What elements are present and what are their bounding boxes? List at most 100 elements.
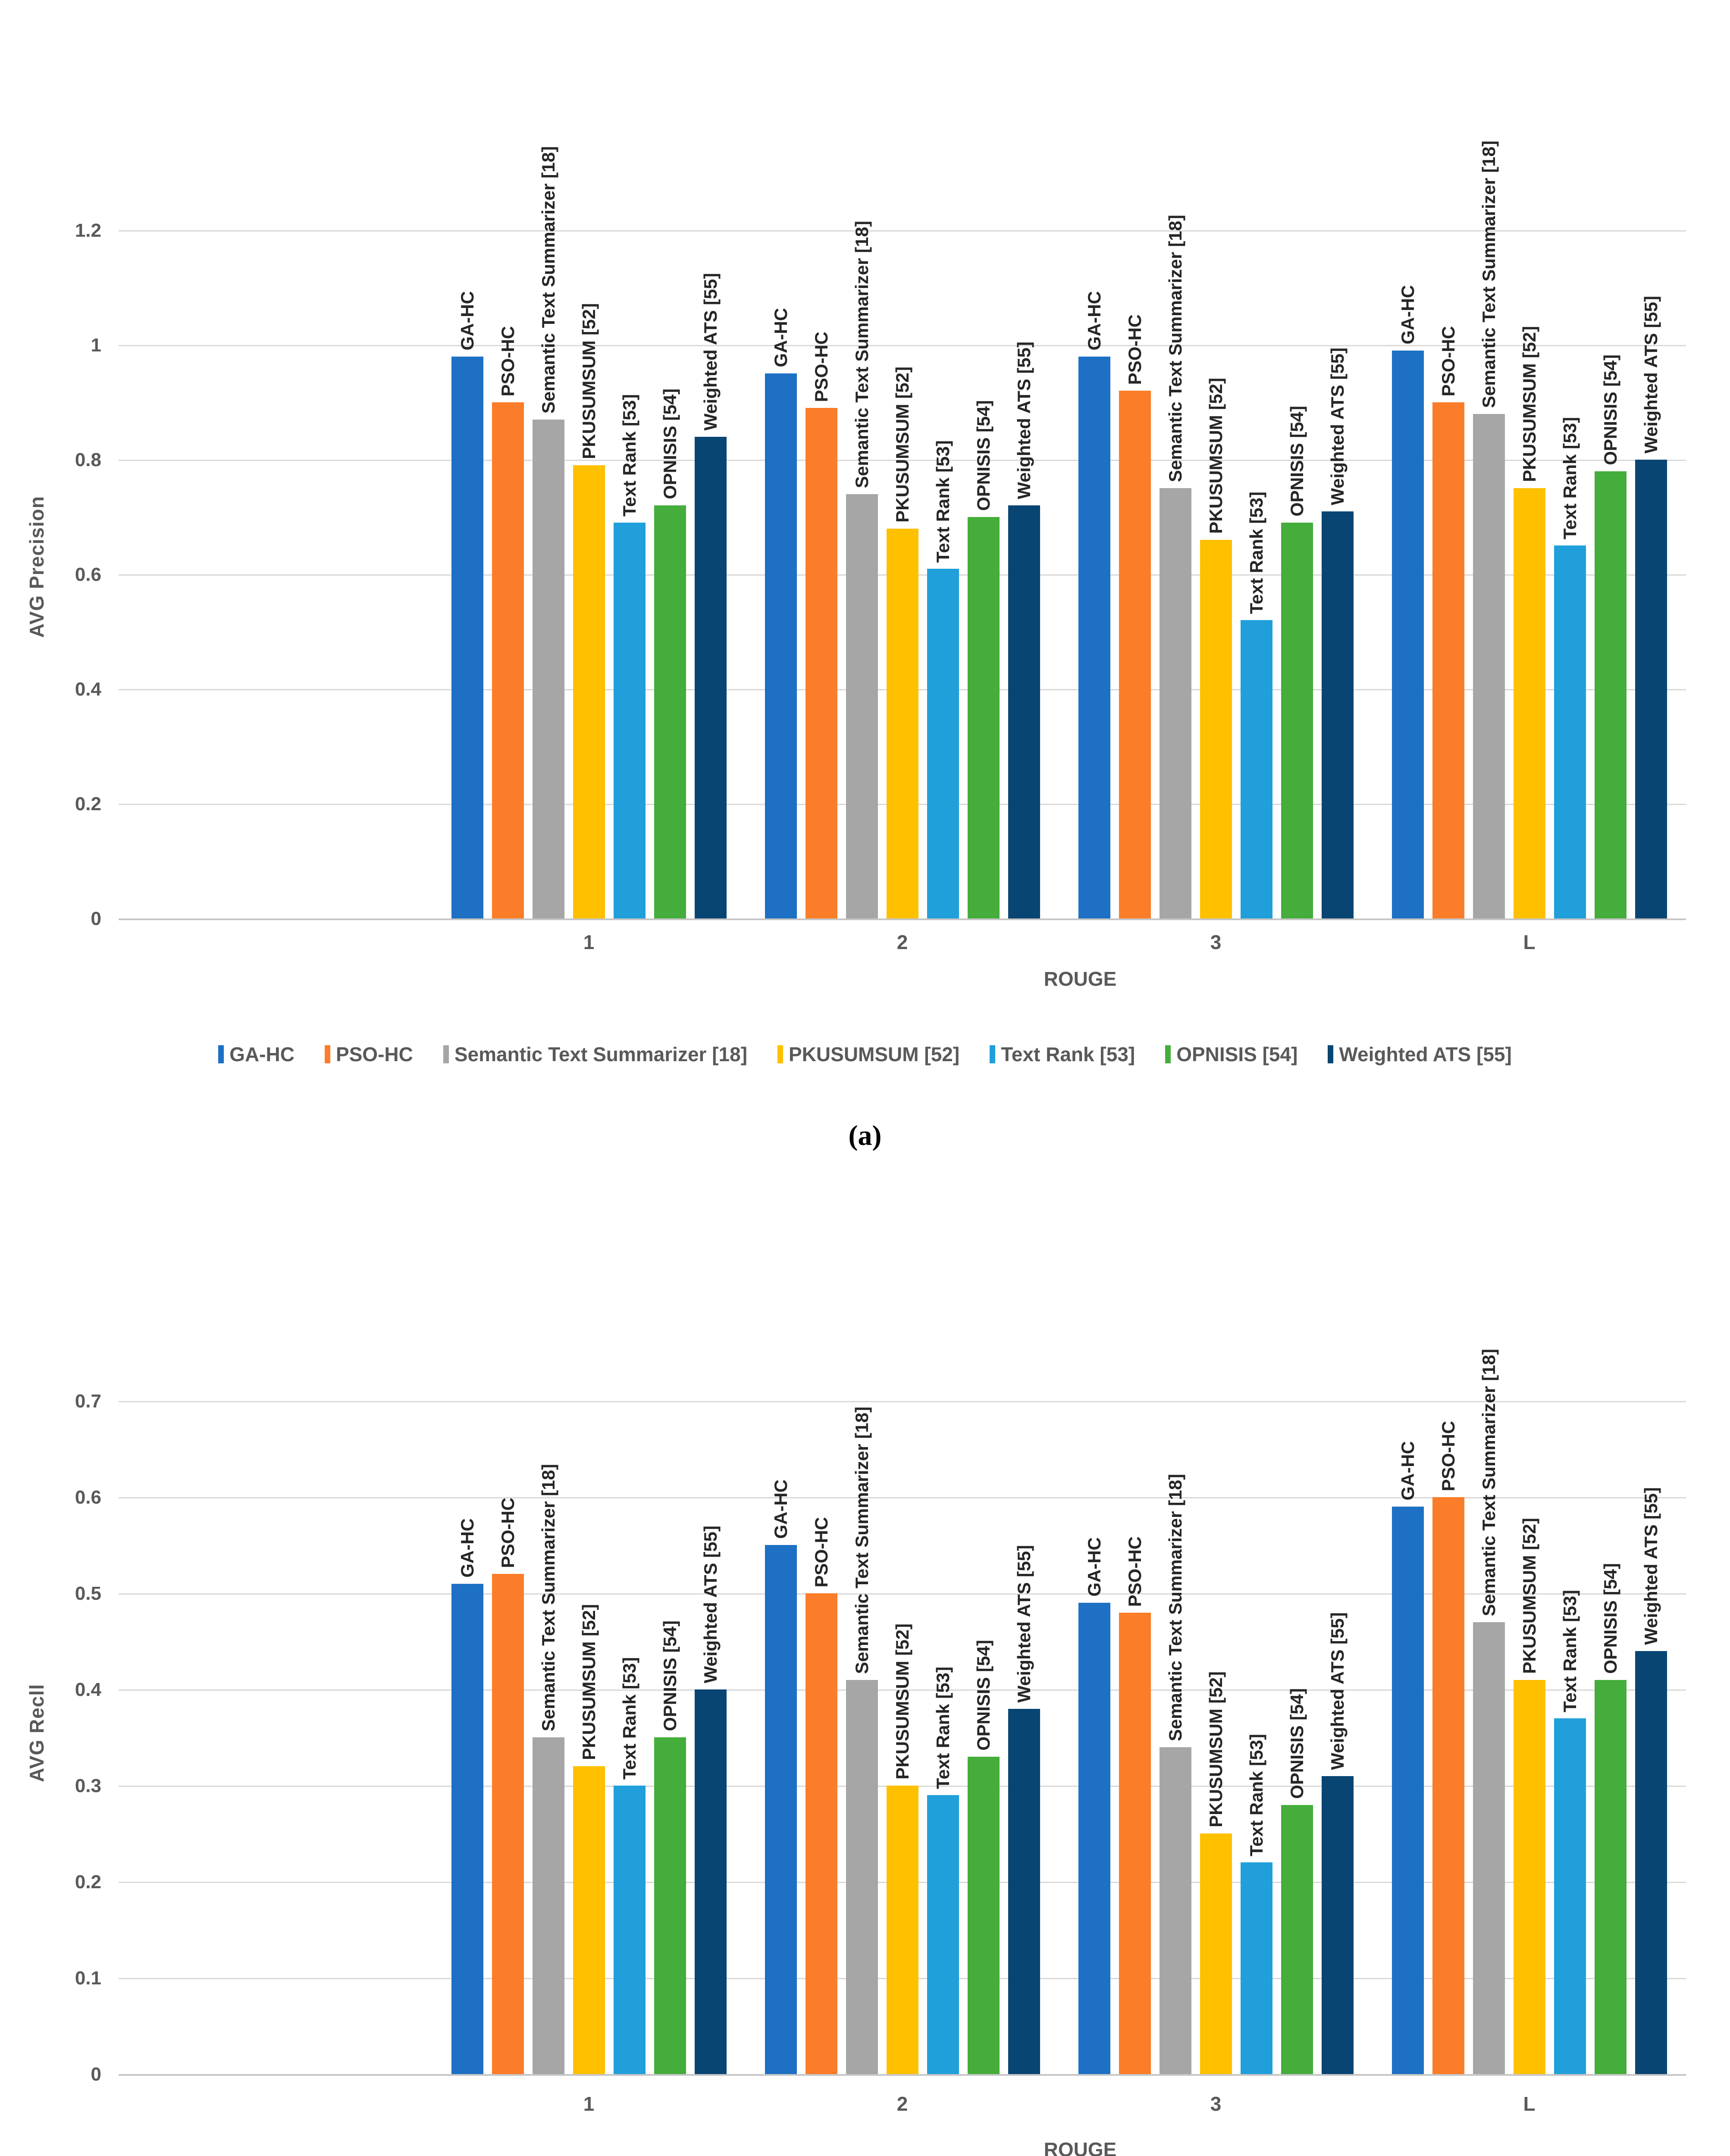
- bar-series-label: Weighted ATS [55]: [1640, 1487, 1661, 1645]
- caption-a: (a): [848, 1120, 882, 1151]
- legend-swatch-icon: [777, 1045, 784, 1063]
- bar-semantic-text-summarizer-18-rouge-3: [1159, 1747, 1191, 2074]
- bar-pkusumsum-52-rouge-2: [886, 529, 918, 918]
- bar-pso-hc-rouge-l: [1432, 1497, 1464, 2074]
- bar-series-label: OPNISIS [54]: [659, 389, 680, 499]
- bar-pkusumsum-52-rouge-l: [1513, 1680, 1545, 2074]
- x-tick-label-rouge-l: L: [1523, 931, 1536, 953]
- x-axis-line: [119, 918, 1686, 920]
- bar-series-label: OPNISIS [54]: [973, 400, 993, 511]
- bar-series-label: Weighted ATS [55]: [1640, 296, 1661, 454]
- bar-weighted-ats-55-rouge-1: [694, 437, 727, 918]
- bar-weighted-ats-55-rouge-l: [1635, 460, 1667, 918]
- bar-weighted-ats-55-rouge-3: [1321, 1776, 1354, 2074]
- bar-semantic-text-summarizer-18-rouge-1: [532, 1737, 564, 2074]
- bar-weighted-ats-55-rouge-2: [1008, 1709, 1040, 2074]
- bar-text-rank-53-rouge-l: [1554, 1718, 1586, 2074]
- bar-series-label: Text Rank [53]: [932, 440, 953, 563]
- bar-opnisis-54-rouge-2: [967, 517, 1000, 918]
- bar-pso-hc-rouge-1: [492, 402, 524, 918]
- bar-series-label: PKUSUMSUM [52]: [892, 1623, 912, 1780]
- bar-weighted-ats-55-rouge-3: [1321, 511, 1354, 918]
- bar-pkusumsum-52-rouge-l: [1513, 488, 1545, 918]
- x-tick-label-rouge-1: 1: [583, 931, 595, 953]
- y-tick-label: 0.8: [75, 449, 101, 470]
- bar-semantic-text-summarizer-18-rouge-1: [532, 420, 564, 918]
- bar-pso-hc-rouge-2: [805, 408, 837, 918]
- bar-ga-hc-rouge-2: [765, 1545, 797, 2074]
- gridline: [119, 345, 1686, 346]
- bar-pso-hc-rouge-3: [1119, 391, 1151, 918]
- bar-opnisis-54-rouge-3: [1281, 1805, 1313, 2074]
- bar-weighted-ats-55-rouge-2: [1008, 505, 1040, 918]
- bar-series-label: Weighted ATS [55]: [1327, 1612, 1348, 1770]
- bar-series-label: Semantic Text Summarizer [18]: [851, 220, 872, 488]
- bar-series-label: Text Rank [53]: [619, 394, 639, 517]
- bar-ga-hc-rouge-l: [1392, 1507, 1424, 2074]
- legend-item-ga-hc: GA-HC: [218, 1043, 295, 1066]
- bar-pso-hc-rouge-1: [492, 1574, 524, 2074]
- bar-series-label: GA-HC: [770, 1479, 791, 1539]
- bar-series-label: OPNISIS [54]: [1600, 1563, 1620, 1674]
- x-axis-line: [119, 2074, 1686, 2076]
- y-tick-label: 0: [91, 908, 101, 929]
- bar-semantic-text-summarizer-18-rouge-3: [1159, 488, 1191, 918]
- bar-ga-hc-rouge-1: [451, 357, 483, 918]
- bar-text-rank-53-rouge-3: [1240, 1862, 1272, 2074]
- y-tick-label: 0.6: [75, 1487, 101, 1508]
- y-tick-label: 0.6: [75, 564, 101, 585]
- bar-text-rank-53-rouge-3: [1240, 620, 1272, 918]
- bar-ga-hc-rouge-l: [1392, 351, 1424, 918]
- bar-series-label: PKUSUMSUM [52]: [578, 303, 599, 459]
- bar-pso-hc-rouge-l: [1432, 402, 1464, 918]
- bar-series-label: Text Rank [53]: [932, 1667, 953, 1789]
- gridline: [119, 1593, 1686, 1595]
- bar-series-label: Text Rank [53]: [1246, 1734, 1266, 1856]
- bar-series-label: PKUSUMSUM [52]: [1205, 378, 1226, 534]
- bar-series-label: Semantic Text Summarizer [18]: [1478, 140, 1499, 408]
- bar-pso-hc-rouge-3: [1119, 1613, 1151, 2074]
- legend-item-pkusumsum-52: PKUSUMSUM [52]: [777, 1043, 959, 1066]
- bar-semantic-text-summarizer-18-rouge-l: [1473, 1622, 1505, 2074]
- bar-series-label: Semantic Text Summarizer [18]: [538, 146, 558, 414]
- bar-semantic-text-summarizer-18-rouge-2: [846, 494, 878, 918]
- gridline: [119, 1497, 1686, 1498]
- bar-series-label: PSO-HC: [1124, 1536, 1145, 1607]
- bar-opnisis-54-rouge-2: [967, 1757, 1000, 2074]
- bar-pkusumsum-52-rouge-1: [573, 465, 605, 918]
- x-tick-label-rouge-3: 3: [1210, 931, 1222, 953]
- bar-series-label: Text Rank [53]: [1559, 417, 1580, 539]
- bar-series-label: Semantic Text Summarizer [18]: [1165, 214, 1185, 482]
- gridline: [119, 1689, 1686, 1691]
- bar-series-label: GA-HC: [457, 1518, 477, 1578]
- bar-series-label: Text Rank [53]: [1559, 1590, 1580, 1712]
- legend-label: GA-HC: [229, 1043, 295, 1065]
- x-axis-title-rouge-b: ROUGE: [1044, 2138, 1117, 2156]
- legend-swatch-icon: [990, 1045, 996, 1063]
- y-tick-label: 0.4: [75, 1679, 101, 1700]
- bar-series-label: Semantic Text Summarizer [18]: [1165, 1473, 1185, 1741]
- bar-opnisis-54-rouge-l: [1594, 1680, 1627, 2074]
- bar-ga-hc-rouge-1: [451, 1584, 483, 2074]
- bar-pkusumsum-52-rouge-2: [886, 1786, 918, 2074]
- y-tick-label: 0.5: [75, 1583, 101, 1604]
- legend-item-opnisis-54: OPNISIS [54]: [1165, 1043, 1298, 1066]
- bar-series-label: GA-HC: [770, 308, 791, 367]
- bar-series-label: Weighted ATS [55]: [700, 273, 721, 431]
- bar-weighted-ats-55-rouge-1: [694, 1689, 727, 2074]
- x-tick-label-rouge-2: 2: [896, 931, 908, 953]
- bar-weighted-ats-55-rouge-l: [1635, 1651, 1667, 2074]
- bar-series-label: OPNISIS [54]: [1286, 406, 1307, 517]
- legend-item-semantic-text-summarizer-18: Semantic Text Summarizer [18]: [443, 1043, 747, 1066]
- bar-series-label: Weighted ATS [55]: [1013, 342, 1034, 499]
- gridline: [119, 460, 1686, 461]
- bar-series-label: Weighted ATS [55]: [1327, 348, 1348, 505]
- bar-pkusumsum-52-rouge-3: [1200, 540, 1232, 918]
- bar-series-label: PKUSUMSUM [52]: [892, 367, 912, 523]
- bar-opnisis-54-rouge-1: [654, 1737, 686, 2074]
- bar-series-label: PSO-HC: [1124, 314, 1145, 385]
- bar-series-label: PKUSUMSUM [52]: [578, 1604, 599, 1760]
- bar-series-label: PSO-HC: [1438, 1420, 1458, 1491]
- bar-text-rank-53-rouge-l: [1554, 545, 1586, 918]
- bar-text-rank-53-rouge-2: [927, 569, 959, 918]
